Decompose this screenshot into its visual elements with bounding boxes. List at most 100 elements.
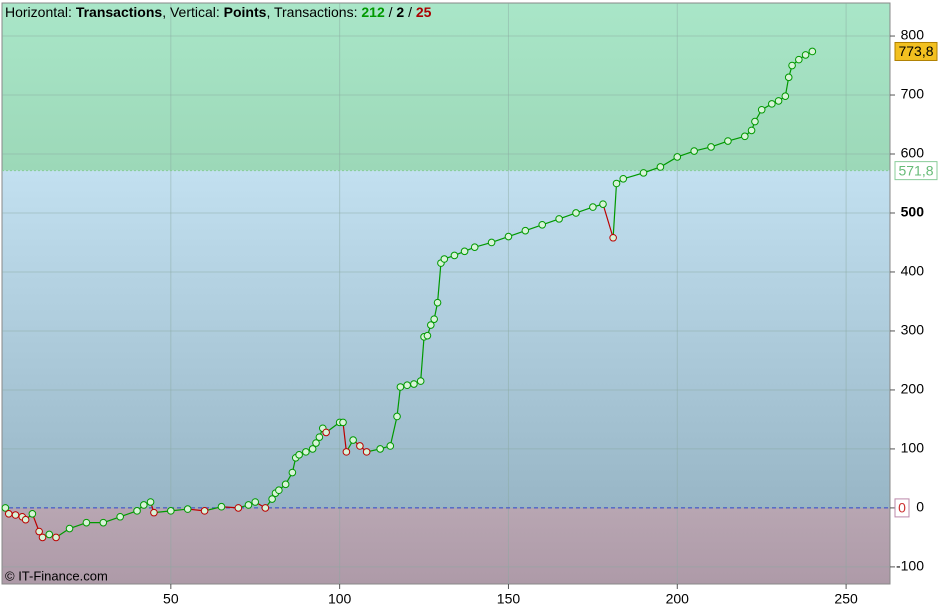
point <box>167 507 175 515</box>
point <box>52 533 60 542</box>
x-tick-label: 100 <box>328 591 352 607</box>
point <box>302 448 310 456</box>
point <box>808 47 817 56</box>
point <box>433 298 442 307</box>
point <box>356 442 364 450</box>
header-part: / <box>385 4 397 20</box>
point <box>747 126 756 135</box>
point <box>342 448 351 456</box>
line-segment <box>602 203 614 238</box>
level-box <box>894 41 938 61</box>
point <box>393 412 401 421</box>
point <box>724 137 732 145</box>
y-tick-label: 400 <box>901 263 925 279</box>
header-part: Horizontal: <box>5 4 76 20</box>
point <box>362 448 371 456</box>
level-box <box>894 161 938 181</box>
point <box>741 132 749 141</box>
point <box>504 232 513 241</box>
point <box>295 451 303 459</box>
point <box>261 504 270 512</box>
point <box>322 428 330 437</box>
y-tick-label: 700 <box>901 86 925 102</box>
point <box>99 518 108 527</box>
watermark: © IT-Finance.com <box>5 568 108 583</box>
point <box>460 247 469 256</box>
point <box>312 439 320 447</box>
y-tick-label: 500 <box>901 204 925 220</box>
header-part: , Transactions: <box>266 4 361 20</box>
y-tick-label: 600 <box>901 145 925 161</box>
x-tick-label: 50 <box>163 591 179 607</box>
line-segment <box>396 386 402 417</box>
line-segment <box>612 183 618 238</box>
point <box>150 508 158 517</box>
point <box>403 381 411 390</box>
header-part: 212 <box>361 4 385 20</box>
line-segment <box>420 336 425 382</box>
level-label: 773,8 <box>898 43 933 59</box>
level-box <box>894 498 910 518</box>
point <box>133 507 141 515</box>
point <box>386 442 395 450</box>
point <box>146 498 155 506</box>
point <box>656 163 665 171</box>
point <box>639 169 648 177</box>
point <box>268 495 276 503</box>
point <box>427 321 435 329</box>
x-tick-label: 250 <box>834 591 858 607</box>
point <box>416 377 425 385</box>
point <box>673 153 682 161</box>
point <box>45 530 54 539</box>
point <box>538 220 547 229</box>
point <box>339 418 347 427</box>
point <box>11 511 20 519</box>
point <box>795 55 803 64</box>
point <box>781 92 790 100</box>
point <box>349 436 357 444</box>
point <box>430 315 438 323</box>
gain-zone <box>2 170 890 508</box>
level-label: 571,8 <box>898 162 933 178</box>
profit-zone <box>2 3 890 171</box>
point <box>555 215 563 223</box>
point <box>788 61 796 70</box>
point <box>521 226 530 235</box>
line-segment <box>342 422 347 452</box>
point <box>619 174 628 183</box>
point <box>1 504 10 512</box>
point <box>450 251 459 260</box>
point <box>116 512 124 521</box>
loss-zone <box>2 507 890 584</box>
point <box>470 243 479 251</box>
chart-header: Horizontal: Transactions, Vertical: Poin… <box>5 4 432 20</box>
point <box>589 203 597 211</box>
point <box>801 51 810 59</box>
point <box>4 510 13 518</box>
y-tick-label: 200 <box>901 381 925 397</box>
point <box>396 383 405 391</box>
point <box>281 480 290 489</box>
point <box>690 147 698 155</box>
point <box>315 433 324 441</box>
y-tick-label: 100 <box>901 440 925 456</box>
y-tick-label: -100 <box>896 558 924 574</box>
point <box>707 143 715 151</box>
point <box>288 468 297 477</box>
y-tick-label: 0 <box>916 499 924 515</box>
point <box>487 238 496 247</box>
point <box>757 105 766 114</box>
plot-frame <box>1 2 891 585</box>
point <box>609 233 617 242</box>
point <box>410 380 418 388</box>
point <box>251 498 260 506</box>
point <box>774 97 783 105</box>
point <box>275 486 283 495</box>
point <box>440 255 449 263</box>
x-tick-label: 150 <box>497 591 521 607</box>
point <box>751 117 759 126</box>
y-tick-label: 800 <box>901 27 925 43</box>
point <box>217 502 226 511</box>
point <box>784 73 793 82</box>
